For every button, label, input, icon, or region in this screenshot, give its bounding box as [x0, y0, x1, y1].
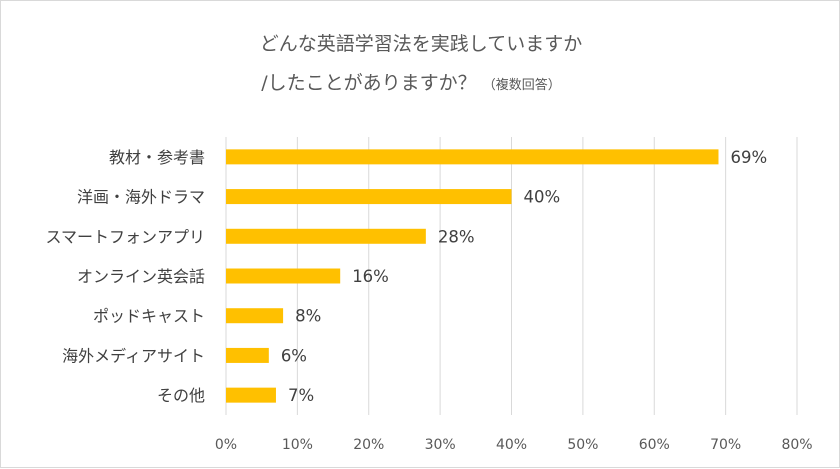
x-tick-label: 50%	[567, 437, 598, 453]
x-tick-label: 80%	[781, 437, 812, 453]
category-label: スマートフォンアプリ	[45, 227, 205, 246]
bar	[226, 347, 269, 363]
x-axis-ticks: 0% 10% 20% 30% 40% 50% 60% 70% 80%	[215, 437, 813, 453]
data-label: 7%	[288, 386, 314, 405]
grid-lines	[225, 137, 798, 415]
bars	[226, 149, 719, 403]
category-label: 海外メディアサイト	[62, 346, 205, 365]
category-labels: 教材・参考書洋画・海外ドラマスマートフォンアプリオンライン英会話ポッドキャスト海…	[45, 148, 205, 405]
data-label: 28%	[438, 227, 475, 246]
chart-title-line2: /したことがありますか？ （複数回答）	[261, 72, 560, 94]
bar	[226, 149, 719, 165]
data-label: 69%	[730, 148, 767, 167]
x-tick-label: 70%	[710, 437, 741, 453]
chart-title-note: （複数回答）	[483, 77, 561, 93]
x-tick-label: 20%	[353, 437, 384, 453]
data-labels: 69% 40% 28% 16% 8% 6% 7%	[281, 148, 767, 405]
data-label: 16%	[352, 267, 389, 286]
data-label: 40%	[524, 188, 561, 207]
bar	[226, 308, 284, 324]
data-label: 6%	[281, 346, 307, 365]
bar	[226, 387, 276, 403]
data-label: 8%	[295, 307, 321, 326]
category-label: 洋画・海外ドラマ	[77, 188, 205, 207]
x-tick-label: 60%	[639, 437, 670, 453]
bar	[226, 228, 426, 244]
x-tick-label: 10%	[282, 437, 313, 453]
category-label: 教材・参考書	[109, 148, 205, 167]
category-label: その他	[157, 386, 205, 405]
category-label: ポッドキャスト	[93, 307, 205, 326]
category-label: オンライン英会話	[77, 267, 205, 286]
chart-title-main: /したことがありますか？	[261, 72, 476, 94]
bar	[226, 189, 512, 205]
x-tick-label: 40%	[496, 437, 527, 453]
x-tick-label: 30%	[425, 437, 456, 453]
chart-title-line1: どんな英語学習法を実践していますか	[260, 33, 582, 55]
x-tick-label: 0%	[215, 437, 237, 453]
bar	[226, 268, 341, 284]
